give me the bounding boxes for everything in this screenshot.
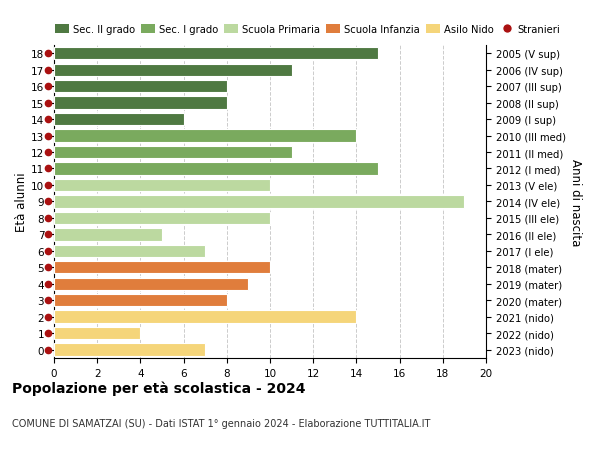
Bar: [54, 114, 184, 126]
Y-axis label: Età alunni: Età alunni: [15, 172, 28, 232]
Legend: Sec. II grado, Sec. I grado, Scuola Primaria, Scuola Infanzia, Asilo Nido, Stran: Sec. II grado, Sec. I grado, Scuola Prim…: [55, 25, 560, 35]
Bar: [54, 278, 248, 290]
Text: Popolazione per età scolastica - 2024: Popolazione per età scolastica - 2024: [12, 381, 305, 396]
Text: COMUNE DI SAMATZAI (SU) - Dati ISTAT 1° gennaio 2024 - Elaborazione TUTTITALIA.I: COMUNE DI SAMATZAI (SU) - Dati ISTAT 1° …: [12, 418, 430, 428]
Bar: [54, 344, 205, 356]
Bar: [54, 294, 227, 307]
Bar: [54, 262, 270, 274]
Bar: [54, 81, 227, 93]
Y-axis label: Anni di nascita: Anni di nascita: [569, 158, 583, 246]
Bar: [54, 130, 356, 142]
Bar: [54, 245, 205, 257]
Bar: [54, 196, 464, 208]
Bar: [54, 146, 292, 159]
Bar: [54, 229, 162, 241]
Bar: [54, 212, 270, 224]
Bar: [54, 327, 140, 340]
Bar: [54, 48, 378, 60]
Bar: [54, 97, 227, 110]
Bar: [54, 163, 378, 175]
Bar: [54, 64, 292, 77]
Bar: [54, 311, 356, 323]
Bar: [54, 179, 270, 192]
